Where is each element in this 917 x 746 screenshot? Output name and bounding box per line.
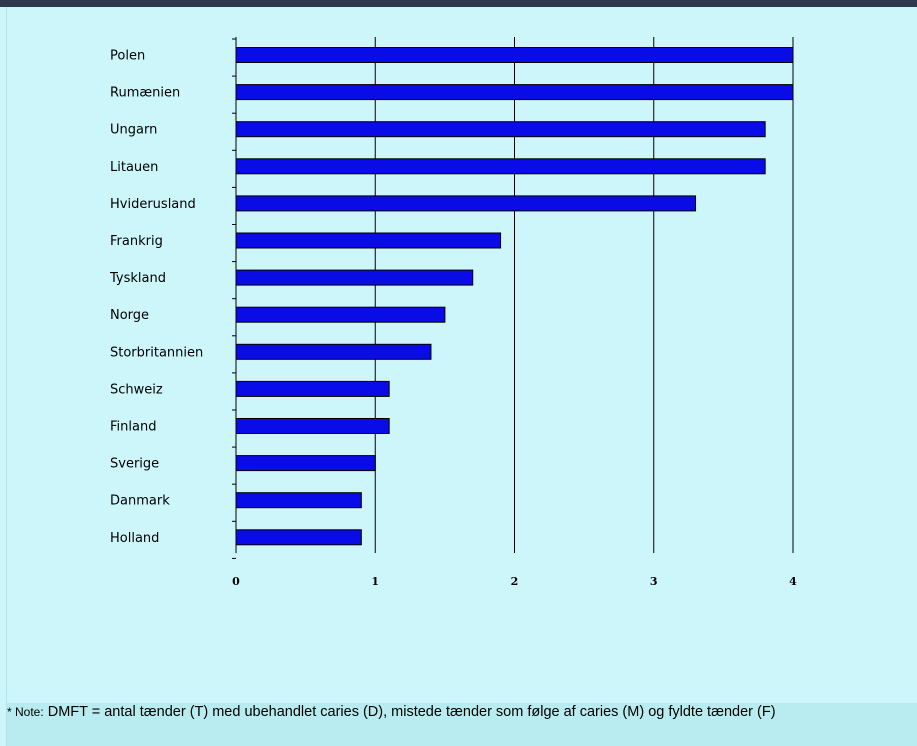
x-tick-label: 4 <box>789 575 797 588</box>
x-tick-label: 1 <box>371 575 379 588</box>
category-label: Rumænien <box>110 86 180 101</box>
bar <box>235 529 362 546</box>
note-text: DMFT = antal tænder (T) med ubehandlet c… <box>47 704 776 720</box>
category-label: Ungarn <box>110 123 157 138</box>
category-label: Hviderusland <box>110 197 196 212</box>
bar <box>235 418 390 434</box>
category-label: Litauen <box>110 160 158 175</box>
bar <box>235 492 362 509</box>
bar <box>235 232 502 249</box>
bar <box>235 195 697 212</box>
category-label: Tyskland <box>109 271 166 286</box>
bar <box>235 47 794 63</box>
footnote: * Note: DMFT = antal tænder (T) med ubeh… <box>7 703 917 746</box>
category-label: Holland <box>110 531 159 546</box>
bar <box>235 121 766 138</box>
category-label: Danmark <box>110 494 170 509</box>
x-tick-label: 0 <box>232 575 240 588</box>
bar-chart: 0 1 2 3 4 Polen Rumænien Ungarn Litauen Hviderusl… <box>109 37 797 588</box>
category-label: Norge <box>110 308 149 323</box>
category-label: Finland <box>110 420 156 435</box>
x-tick-label: 3 <box>650 575 658 588</box>
x-tick-label: 2 <box>511 575 519 588</box>
bar <box>235 380 390 397</box>
category-label: Sverige <box>110 457 159 472</box>
bar <box>235 84 794 101</box>
bar <box>235 269 474 286</box>
top-bar <box>0 0 917 7</box>
bar <box>235 343 432 360</box>
note-prefix: * Note: <box>7 705 44 719</box>
left-edge <box>0 7 7 746</box>
category-label: Schweiz <box>110 382 163 397</box>
bar <box>235 158 766 175</box>
category-label: Polen <box>110 49 145 64</box>
category-label: Storbritannien <box>110 345 203 360</box>
category-label: Frankrig <box>110 234 163 249</box>
bar <box>235 455 376 472</box>
bar <box>235 306 446 323</box>
